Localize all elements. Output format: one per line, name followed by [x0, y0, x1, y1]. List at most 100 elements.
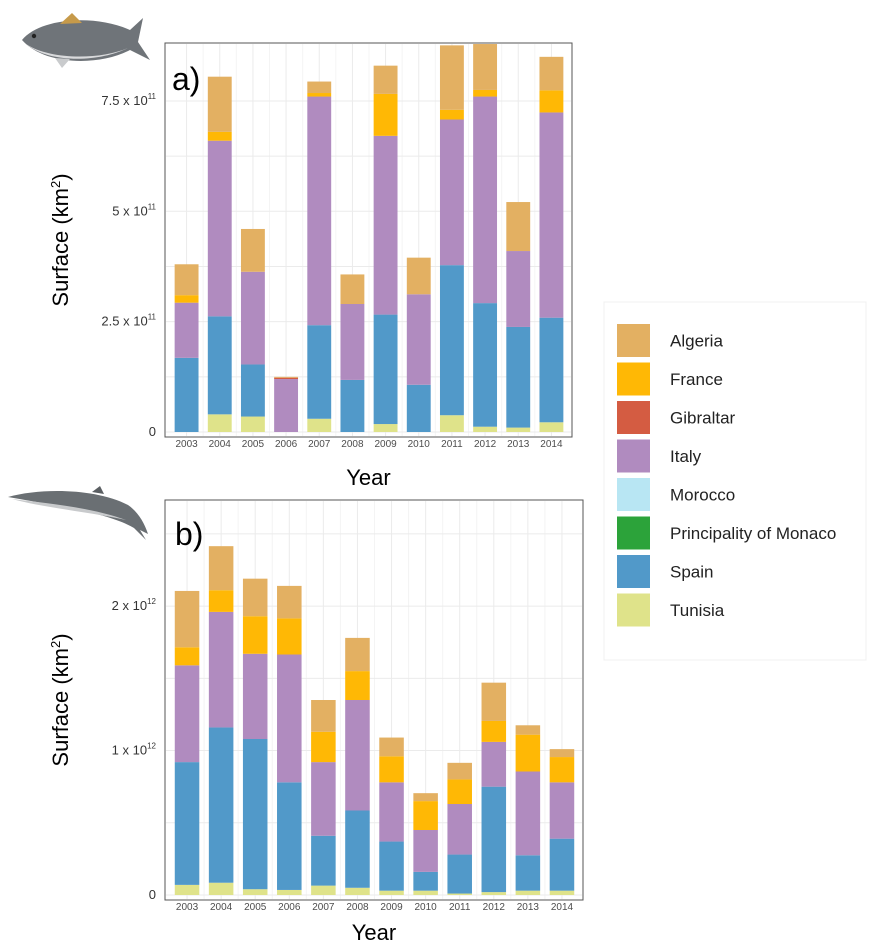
- bar-spain-2004: [208, 727, 234, 883]
- bar-tunisia-2005: [242, 889, 268, 895]
- bar-spain-2010: [406, 384, 431, 432]
- bar-tunisia-2005: [240, 416, 265, 432]
- bar-france-2012: [473, 89, 498, 97]
- bar-algeria-2014: [539, 56, 564, 91]
- legend-label: Morocco: [670, 486, 735, 505]
- bar-spain-2014: [539, 317, 564, 423]
- bar-algeria-2009: [373, 65, 398, 94]
- bar-france-2009: [379, 756, 404, 783]
- y-axis-title: Surface (km2): [48, 173, 73, 306]
- bar-france-2007: [307, 93, 332, 97]
- x-tick-label: 2010: [408, 439, 431, 450]
- bar-spain-2007: [307, 325, 332, 419]
- x-tick-label: 2009: [374, 439, 397, 450]
- bar-italy-2005: [240, 271, 265, 365]
- bar-algeria-2012: [481, 682, 507, 721]
- x-tick-label: 2011: [449, 902, 471, 913]
- bar-tunisia-2012: [473, 426, 498, 432]
- bar-algeria-2010: [406, 257, 431, 295]
- bar-algeria-2008: [345, 637, 370, 672]
- x-tick-label: 2012: [483, 902, 506, 913]
- bar-italy-2014: [539, 112, 564, 318]
- bar-algeria-2013: [506, 202, 531, 252]
- bar-tunisia-2007: [307, 418, 332, 432]
- bar-tunisia-2007: [311, 885, 336, 895]
- legend-swatch-italy: [617, 439, 650, 473]
- bar-tunisia-2010: [413, 890, 438, 895]
- panel-label: b): [175, 516, 203, 552]
- bar-france-2008: [345, 671, 370, 700]
- x-tick-label: 2005: [244, 902, 267, 913]
- legend-swatch-spain: [617, 555, 650, 588]
- legend-swatch-france: [617, 362, 650, 396]
- bar-tunisia-2003: [174, 884, 200, 895]
- bar-algeria-2007: [307, 81, 332, 94]
- bar-algeria-2010: [413, 793, 438, 802]
- bar-algeria-2004: [208, 546, 234, 591]
- bar-italy-2004: [208, 611, 234, 728]
- bar-tunisia-2014: [549, 890, 575, 895]
- x-tick-label: 2004: [209, 439, 232, 450]
- y-tick-label: 0: [149, 887, 156, 902]
- x-tick-label: 2007: [308, 439, 331, 450]
- bar-spain-2014: [549, 838, 575, 891]
- legend-label: Italy: [670, 447, 702, 466]
- bar-algeria-2013: [515, 725, 541, 735]
- y-tick-label: 0: [149, 424, 156, 439]
- legend-swatch-principality-of-monaco: [617, 516, 650, 550]
- bar-france-2005: [242, 616, 268, 654]
- bar-italy-2009: [379, 782, 404, 842]
- tuna-icon: [22, 13, 150, 68]
- bar-tunisia-2013: [515, 890, 541, 895]
- bar-italy-2004: [207, 140, 232, 317]
- bar-spain-2004: [207, 316, 232, 415]
- y-tick-label: 5 x 1011: [112, 202, 156, 218]
- bar-algeria-2005: [242, 578, 268, 617]
- bar-spain-2008: [345, 810, 370, 888]
- bar-france-2013: [515, 734, 541, 772]
- bar-france-2012: [481, 720, 507, 742]
- legend-swatch-morocco: [617, 478, 650, 511]
- bar-tunisia-2009: [379, 890, 404, 895]
- x-tick-label: 2013: [517, 902, 540, 913]
- bar-algeria-2014: [549, 749, 575, 758]
- bar-algeria-2012: [473, 44, 498, 90]
- bar-spain-2013: [506, 326, 531, 428]
- bar-tunisia-2014: [539, 422, 564, 432]
- bar-algeria-2003: [174, 590, 200, 648]
- bar-france-2010: [413, 801, 438, 830]
- y-tick-label: 7.5 x 1011: [101, 92, 156, 108]
- bar-spain-2006: [277, 782, 302, 890]
- bar-tunisia-2004: [207, 414, 232, 432]
- bar-spain-2009: [373, 314, 398, 425]
- x-tick-label: 2013: [507, 439, 530, 450]
- panel-a-chart: 2003 2004 2005 2006 2007 2008 2009 2010 2011 2012…: [48, 42, 573, 490]
- y-tick-label: 2.5 x 1011: [101, 313, 156, 329]
- bar-italy-2010: [413, 830, 438, 872]
- legend-label: France: [670, 370, 723, 389]
- bar-algeria-2009: [379, 737, 404, 757]
- bar-france-2003: [174, 295, 199, 303]
- legend-label: Spain: [670, 563, 713, 582]
- x-tick-label: 2010: [415, 902, 438, 913]
- x-tick-label: 2008: [346, 902, 369, 913]
- bar-tunisia-2008: [345, 887, 370, 895]
- bar-spain-2005: [242, 739, 268, 890]
- bar-italy-2010: [406, 294, 431, 385]
- bar-tunisia-2004: [208, 882, 234, 895]
- bar-france-2003: [174, 647, 200, 666]
- bar-italy-2006: [274, 379, 299, 432]
- bar-france-2011: [447, 779, 472, 804]
- x-axis-title: Year: [346, 465, 390, 490]
- bar-algeria-2004: [207, 76, 232, 132]
- x-tick-label: 2014: [540, 439, 563, 450]
- bar-france-2004: [208, 590, 234, 612]
- x-tick-label: 2006: [275, 439, 298, 450]
- x-tick-label: 2005: [242, 439, 265, 450]
- panel-b-chart: 2003 2004 2005 2006 2007 2008 2009 2010 2011 2012…: [48, 499, 584, 942]
- bar-gibraltar-2006: [274, 377, 299, 380]
- x-tick-label: 2006: [278, 902, 301, 913]
- bar-italy-2008: [345, 700, 370, 811]
- bar-italy-2009: [373, 135, 398, 315]
- bar-spain-2009: [379, 841, 404, 891]
